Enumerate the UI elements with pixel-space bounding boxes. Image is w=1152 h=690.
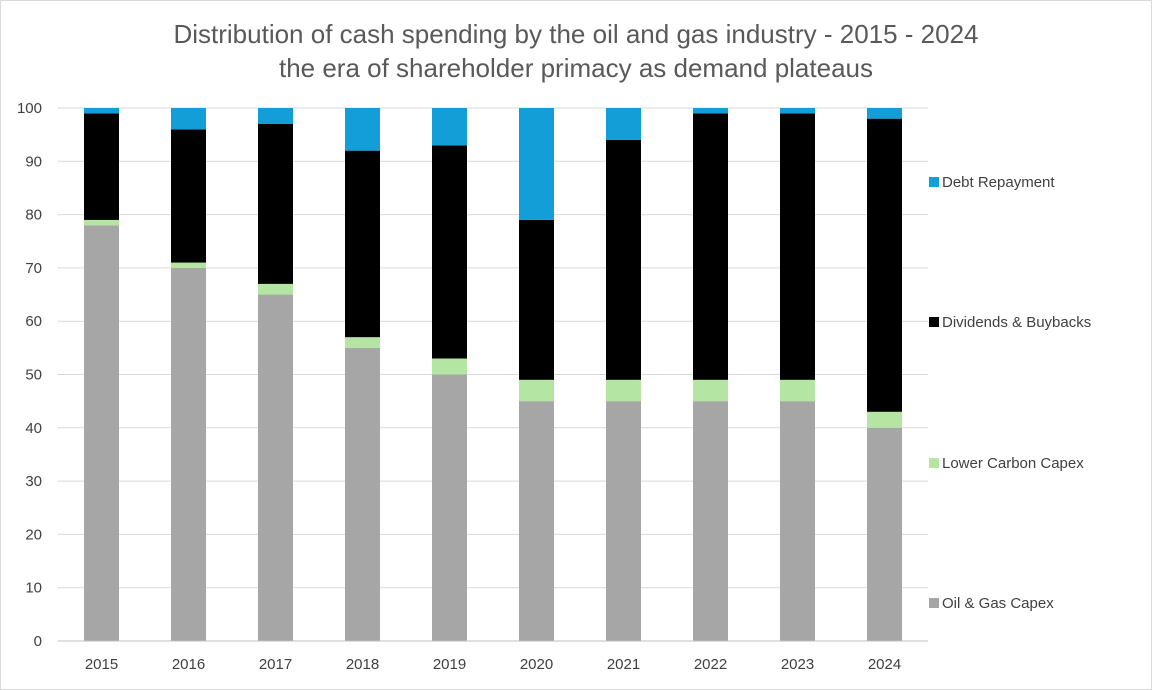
legend-label-debt-repayment: Debt Repayment (942, 174, 1055, 191)
legend-label-lower-carbon-capex: Lower Carbon Capex (942, 455, 1084, 472)
bar-2023-dividends-buybacks (780, 113, 815, 380)
bar-2023-oil-gas-capex (780, 401, 815, 641)
y-tick-label-50: 50 (25, 367, 42, 384)
x-tick-label-2017: 2017 (259, 656, 292, 673)
bar-2022-debt-repayment (693, 108, 728, 114)
bar-2018-debt-repayment (345, 108, 380, 151)
x-tick-label-2024: 2024 (868, 656, 901, 673)
bar-2017-dividends-buybacks (258, 123, 293, 284)
bar-2021-oil-gas-capex (606, 401, 641, 641)
y-tick-label-30: 30 (25, 473, 42, 490)
bar-2019-dividends-buybacks (432, 145, 467, 359)
legend-swatch-debt-repayment (929, 177, 939, 187)
bar-2018-dividends-buybacks (345, 150, 380, 338)
bar-2023-lower-carbon-capex (780, 379, 815, 402)
y-tick-label-100: 100 (17, 100, 42, 117)
x-tick-label-2018: 2018 (346, 656, 379, 673)
bar-2016-debt-repayment (171, 108, 206, 130)
bar-2021-dividends-buybacks (606, 139, 641, 380)
x-tick-label-2023: 2023 (781, 656, 814, 673)
bar-2018-lower-carbon-capex (345, 337, 380, 348)
bar-2015-dividends-buybacks (84, 113, 119, 220)
bar-2015-oil-gas-capex (84, 225, 119, 641)
bar-2015-debt-repayment (84, 108, 119, 114)
bar-2019-debt-repayment (432, 108, 467, 146)
bar-2024-oil-gas-capex (867, 427, 902, 641)
y-tick-label-60: 60 (25, 313, 42, 330)
y-tick-label-70: 70 (25, 260, 42, 277)
x-tick-label-2021: 2021 (607, 656, 640, 673)
bar-2018-oil-gas-capex (345, 347, 380, 641)
legend-label-oil-gas-capex: Oil & Gas Capex (942, 595, 1054, 612)
bar-2016-dividends-buybacks (171, 129, 206, 263)
bar-2019-oil-gas-capex (432, 374, 467, 641)
y-tick-label-80: 80 (25, 207, 42, 224)
y-tick-label-90: 90 (25, 153, 42, 170)
bar-2024-lower-carbon-capex (867, 411, 902, 428)
bar-2016-oil-gas-capex (171, 267, 206, 641)
chart-subtitle: the era of shareholder primacy as demand… (278, 53, 873, 83)
bar-2020-oil-gas-capex (519, 401, 554, 641)
legend-label-dividends-buybacks: Dividends & Buybacks (942, 314, 1091, 331)
x-tick-label-2016: 2016 (172, 656, 205, 673)
bar-2020-debt-repayment (519, 108, 554, 220)
bar-2015-lower-carbon-capex (84, 219, 119, 226)
bar-2019-lower-carbon-capex (432, 358, 467, 375)
y-tick-label-10: 10 (25, 580, 42, 597)
bar-2021-debt-repayment (606, 108, 641, 140)
bar-2016-lower-carbon-capex (171, 262, 206, 268)
bar-2017-lower-carbon-capex (258, 283, 293, 295)
legend-swatch-lower-carbon-capex (929, 458, 939, 468)
bar-2022-oil-gas-capex (693, 401, 728, 641)
bar-2017-oil-gas-capex (258, 294, 293, 641)
x-tick-label-2019: 2019 (433, 656, 466, 673)
x-tick-label-2015: 2015 (85, 656, 118, 673)
bar-2024-dividends-buybacks (867, 118, 902, 412)
chart-title: Distribution of cash spending by the oil… (173, 19, 979, 49)
bar-2022-lower-carbon-capex (693, 379, 728, 402)
bar-2020-lower-carbon-capex (519, 379, 554, 402)
x-tick-label-2022: 2022 (694, 656, 727, 673)
legend-swatch-dividends-buybacks (929, 317, 939, 327)
legend-swatch-oil-gas-capex (929, 598, 939, 608)
bar-2023-debt-repayment (780, 108, 815, 114)
y-tick-label-40: 40 (25, 420, 42, 437)
y-tick-label-20: 20 (25, 526, 42, 543)
bar-2021-lower-carbon-capex (606, 379, 641, 402)
bar-2020-dividends-buybacks (519, 219, 554, 380)
x-tick-label-2020: 2020 (520, 656, 553, 673)
bar-2017-debt-repayment (258, 108, 293, 124)
y-tick-label-0: 0 (34, 633, 42, 650)
bar-2022-dividends-buybacks (693, 113, 728, 380)
bar-2024-debt-repayment (867, 108, 902, 119)
